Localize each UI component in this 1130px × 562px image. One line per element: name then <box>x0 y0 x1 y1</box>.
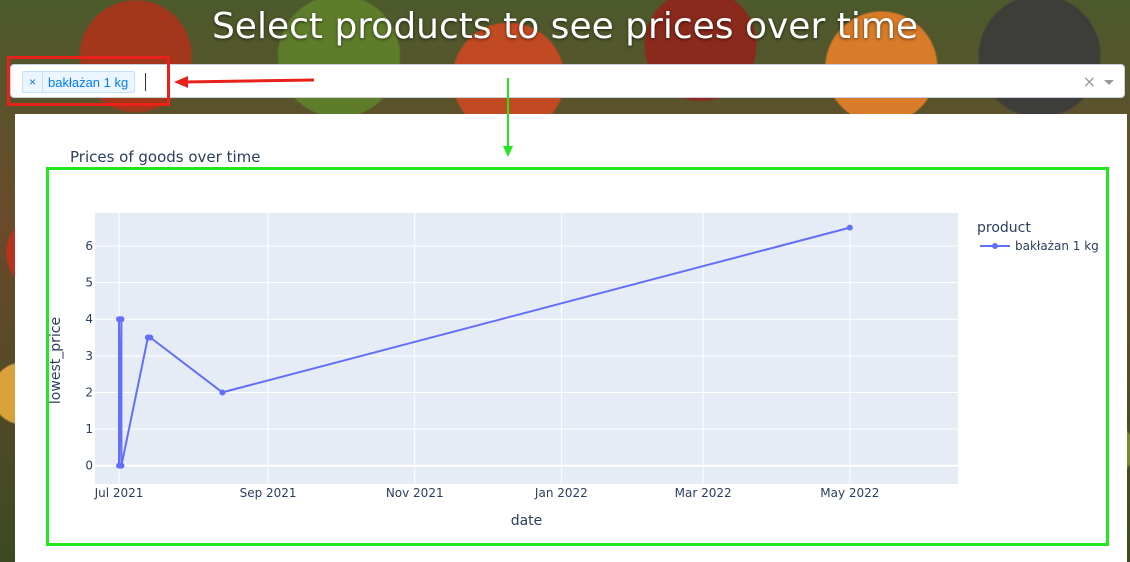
clear-icon[interactable]: × <box>1082 72 1096 91</box>
product-dropdown[interactable]: × bakłażan 1 kg × <box>10 64 1125 98</box>
x-tick-labels: Jul 2021 Sep 2021 Nov 2021 Jan 2022 Mar 2022… <box>94 486 880 500</box>
series-line[interactable] <box>118 226 851 467</box>
selected-product-chip: × bakłażan 1 kg <box>22 71 136 93</box>
data-point[interactable] <box>118 462 125 469</box>
y-tick-label: 5 <box>85 276 93 290</box>
y-tick-label: 4 <box>85 312 93 326</box>
x-tick-label: May 2022 <box>820 486 879 500</box>
x-tick-label: Mar 2022 <box>675 486 732 500</box>
x-tick-label: Nov 2021 <box>386 486 444 500</box>
data-point[interactable] <box>219 389 226 396</box>
legend-title: product <box>977 220 1031 236</box>
text-cursor[interactable] <box>145 73 146 91</box>
data-point[interactable] <box>846 224 853 231</box>
chart-title: Prices of goods over time <box>70 148 261 166</box>
chip-label: bakłażan 1 kg <box>48 74 129 90</box>
page-title: Select products to see prices over time <box>211 6 919 47</box>
y-tick-label: 2 <box>85 385 93 399</box>
data-point[interactable] <box>147 334 154 341</box>
y-gridlines <box>95 245 958 467</box>
y-axis-title: lowest_price <box>48 317 64 404</box>
data-point[interactable] <box>118 316 125 323</box>
remove-chip-icon[interactable]: × <box>23 72 43 92</box>
x-tick-label: Jan 2022 <box>534 486 588 500</box>
y-tick-label: 1 <box>85 422 93 436</box>
series-layer <box>116 224 853 469</box>
y-tick-label: 6 <box>85 239 93 253</box>
legend-marker-swatch <box>992 243 998 249</box>
y-tick-labels: 0 1 2 3 4 5 6 <box>85 239 93 473</box>
x-tick-label: Jul 2021 <box>94 486 144 500</box>
x-axis-title: date <box>511 513 543 529</box>
plot-area[interactable] <box>95 213 958 484</box>
legend[interactable]: product bakłażan 1 kg <box>977 220 1099 253</box>
y-tick-label: 3 <box>85 349 93 363</box>
legend-item-label[interactable]: bakłażan 1 kg <box>1015 239 1099 253</box>
chevron-down-icon[interactable] <box>1104 80 1114 85</box>
y-tick-label: 0 <box>85 459 93 473</box>
x-tick-label: Sep 2021 <box>240 486 297 500</box>
